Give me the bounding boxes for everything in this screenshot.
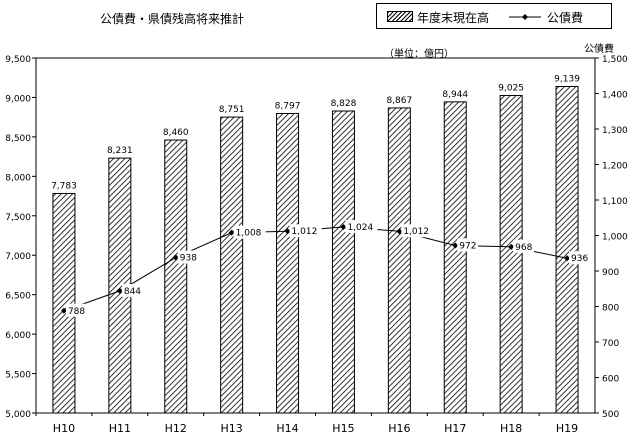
bar-series	[52, 85, 579, 414]
x-axis-tick-label: H16	[388, 422, 410, 435]
line-point	[228, 229, 235, 236]
line-series: 788 844 938 1,008 1,012 1,024 1,012 972 968 936	[60, 219, 590, 317]
line-point	[508, 243, 515, 250]
bar	[276, 112, 300, 414]
right-axis-tick-label: 1,000	[602, 233, 628, 243]
bar-value-label: 9,139	[554, 74, 580, 84]
left-axis: 5,000 5,500 6,000 6,500 7,000 7,500 8,000 8,500…	[5, 55, 36, 420]
legend-line-label: 公債費	[547, 11, 584, 25]
right-axis-title: 公債費	[584, 44, 614, 55]
x-axis: H10 H11 H12 H13 H14 H15 H16 H17 H18 H19	[35, 413, 578, 435]
bar-value-label: 9,025	[498, 83, 524, 93]
right-axis-tick-label: 1,100	[602, 197, 628, 207]
left-axis-tick-label: 5,500	[5, 371, 31, 381]
left-axis-tick-label: 8,500	[5, 134, 31, 144]
chart-title: 公債費・県債残高将来推計	[100, 12, 245, 26]
bar-value-label: 7,783	[51, 181, 77, 191]
right-axis-tick-label: 1,500	[602, 55, 628, 65]
line-point	[452, 242, 459, 249]
left-axis-tick-label: 8,000	[5, 173, 31, 183]
line-label-bg	[65, 303, 87, 317]
bar	[220, 116, 244, 414]
bar	[499, 94, 523, 414]
bar	[555, 85, 579, 414]
bar-value-label: 8,751	[219, 105, 245, 115]
right-axis-tick-label: 1,400	[602, 91, 628, 101]
x-axis-tick-label: H12	[165, 422, 187, 435]
bar-value-label: 8,867	[386, 96, 412, 106]
bar-value-labels: 7,783 8,231 8,460 8,751 8,797 8,828 8,867 8,944…	[51, 74, 580, 191]
right-axis-tick-label: 600	[602, 375, 619, 385]
right-axis-tick-label: 1,200	[602, 162, 628, 172]
x-axis-tick-label: H15	[332, 422, 354, 435]
bar	[387, 107, 411, 414]
right-axis-tick-label: 1,300	[602, 126, 628, 136]
unit-note: （単位：億円）	[384, 49, 454, 60]
x-axis-tick-label: H14	[276, 422, 298, 435]
line-value-label: 936	[571, 254, 588, 264]
left-axis-tick-label: 7,000	[5, 252, 31, 262]
right-axis: 500 600 700 800 900 1,000 1,100 1,200 1,300 1,400…	[595, 55, 628, 420]
bar-value-label: 8,231	[107, 146, 133, 156]
line-label-bg	[513, 239, 534, 253]
x-axis-tick-label: H18	[500, 422, 522, 435]
line-value-label: 844	[124, 287, 141, 297]
left-axis-tick-label: 6,000	[5, 331, 31, 341]
series-line	[63, 226, 568, 312]
line-point	[340, 223, 347, 230]
x-axis-tick-label: H13	[221, 422, 243, 435]
right-axis-tick-label: 500	[602, 410, 619, 420]
line-point	[396, 228, 403, 235]
bar-value-label: 8,944	[442, 90, 468, 100]
line-label-bg	[345, 219, 378, 233]
line-label-bg	[233, 225, 266, 239]
bar	[52, 192, 76, 414]
line-label-bg	[289, 224, 322, 238]
bar	[164, 139, 188, 414]
line-value-label: 972	[459, 241, 476, 251]
right-axis-tick-label: 700	[602, 339, 619, 349]
line-value-label: 788	[68, 307, 85, 317]
left-axis-tick-label: 6,500	[5, 292, 31, 302]
bar-value-label: 8,797	[275, 101, 301, 111]
line-label-bg	[177, 250, 199, 264]
line-value-label: 968	[515, 243, 532, 253]
line-point	[116, 287, 123, 294]
left-axis-tick-label: 5,000	[5, 410, 31, 420]
line-point	[60, 307, 67, 314]
line-value-label: 938	[180, 254, 197, 264]
left-axis-tick-label: 9,000	[5, 94, 31, 104]
line-value-label: 1,024	[347, 223, 373, 233]
right-axis-tick-label: 800	[602, 304, 619, 314]
line-point	[172, 254, 179, 261]
x-axis-tick-label: H10	[53, 422, 75, 435]
left-axis-tick-label: 9,500	[5, 55, 31, 65]
line-label-bg	[121, 283, 143, 297]
bar	[331, 110, 355, 414]
line-label-bg	[569, 251, 590, 265]
left-axis-tick-label: 7,500	[5, 213, 31, 223]
line-label-bg	[457, 238, 479, 252]
bar-value-label: 8,460	[163, 128, 189, 138]
line-value-label: 1,008	[236, 229, 262, 239]
legend-bar-label: 年度末現在高	[417, 11, 490, 25]
legend-bar-swatch	[387, 11, 413, 22]
line-value-label: 1,012	[403, 227, 429, 237]
bar-value-label: 8,828	[331, 99, 357, 109]
x-axis-tick-label: H19	[556, 422, 578, 435]
bar	[443, 101, 467, 414]
legend-line-glyph	[509, 14, 541, 20]
line-point	[284, 228, 291, 235]
legend: 年度末現在高 公債費	[376, 3, 612, 29]
line-value-label: 1,012	[292, 227, 318, 237]
x-axis-tick-label: H11	[109, 422, 131, 435]
x-axis-tick-label: H17	[444, 422, 466, 435]
line-label-bg	[401, 224, 434, 238]
right-axis-tick-label: 900	[602, 268, 619, 278]
line-point	[564, 255, 571, 262]
